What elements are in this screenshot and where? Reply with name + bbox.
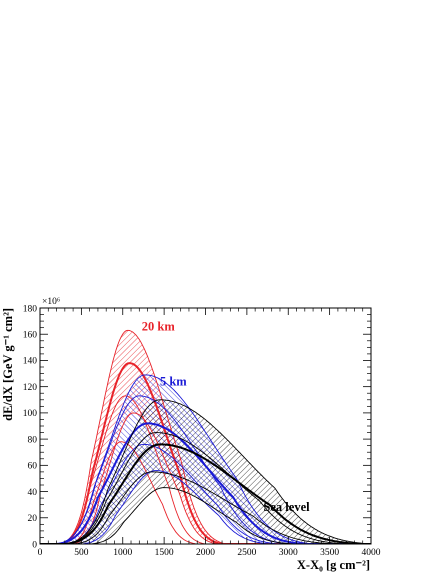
annotation-20-km: 20 km: [142, 319, 176, 333]
inner-high-20-km: [40, 395, 371, 544]
central-5-km: [40, 422, 371, 544]
inner-low-5-km: [40, 443, 371, 544]
annotation-sea-level: Sea level: [263, 500, 310, 514]
x-tick-label: 2000: [196, 548, 215, 558]
series-annotations: 20 km 5 km Sea level: [142, 319, 310, 514]
y-tick-label: 40: [28, 488, 38, 498]
y-tick-label: 0: [32, 540, 37, 550]
annotation-5-km: 5 km: [160, 374, 187, 388]
x-tick-label: 500: [74, 548, 89, 558]
boundary-upper-sea-level: [40, 399, 371, 544]
inner-low-sea-level: [40, 471, 371, 544]
y-tick-label: 120: [23, 383, 38, 393]
y-tick-label: 180: [23, 304, 38, 314]
x-axis-title: X-X₀ [g cm⁻²]: [297, 558, 370, 572]
error-bands: [40, 330, 371, 544]
band-sea-level: [40, 399, 371, 544]
boundary-lower-sea-level: [40, 487, 371, 544]
x-tick-label: 3500: [320, 548, 339, 558]
x-tick-label: 1500: [155, 548, 174, 558]
y-tick-label: 20: [28, 514, 38, 524]
inner-high-sea-level: [40, 432, 371, 544]
central-sea-level: [40, 443, 371, 544]
central-20-km: [40, 362, 371, 544]
y-exponent-label: ×10⁶: [42, 297, 60, 307]
y-tick-label: 160: [23, 331, 38, 341]
band-20-km: [40, 330, 371, 544]
x-tick-label: 0: [38, 548, 43, 558]
boundary-upper-20-km: [40, 329, 371, 544]
y-tick-label: 140: [23, 357, 38, 367]
x-tick-label: 4000: [362, 548, 381, 558]
y-axis: 0 20 40 60 80 100 120 140 160 180: [23, 304, 371, 550]
inner-low-20-km: [40, 441, 371, 544]
y-tick-label: 80: [28, 435, 38, 445]
y-tick-label: 60: [28, 462, 38, 472]
y-axis-title: dE/dX [GeV g⁻¹ cm²]: [1, 308, 15, 421]
profile-curves: [40, 329, 371, 544]
y-tick-label: 100: [23, 409, 38, 419]
x-tick-label: 1000: [113, 548, 132, 558]
x-tick-label: 3000: [279, 548, 298, 558]
x-axis: 0 500 1000 1500 2000 2500 3000 3500 4000: [38, 308, 381, 558]
x-tick-label: 2500: [237, 548, 256, 558]
